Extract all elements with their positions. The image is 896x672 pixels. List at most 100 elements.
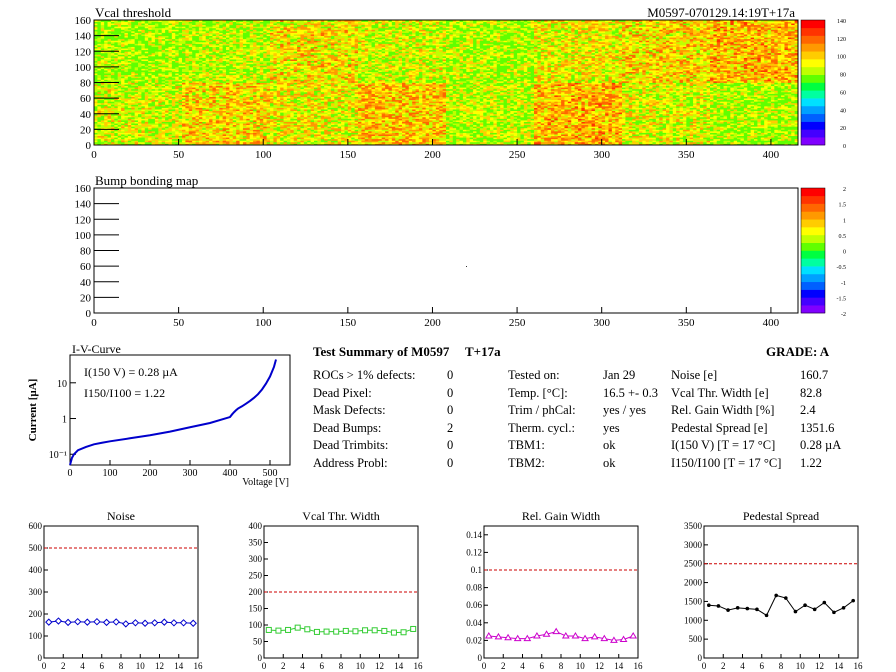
map-cell xyxy=(696,121,701,124)
map-cell xyxy=(659,134,664,137)
map-cell xyxy=(124,118,129,121)
map-cell xyxy=(286,134,291,137)
map-cell xyxy=(94,130,98,133)
map-cell xyxy=(141,120,146,122)
map-cell xyxy=(740,115,745,118)
map-cell xyxy=(215,141,220,144)
map-cell xyxy=(757,135,762,138)
map-cell xyxy=(124,116,129,119)
map-cell xyxy=(764,127,768,130)
map-cell xyxy=(764,110,768,113)
map-cell xyxy=(412,123,416,126)
map-cell xyxy=(330,116,335,119)
map-cell xyxy=(117,127,122,130)
map-cell xyxy=(716,109,721,112)
map-cell xyxy=(506,138,511,141)
map-cell xyxy=(452,130,457,133)
map-cell xyxy=(107,137,112,140)
map-cell xyxy=(256,123,261,126)
map-cell xyxy=(622,121,626,124)
map-cell xyxy=(750,116,755,119)
map-cell xyxy=(412,113,416,116)
map-cell xyxy=(544,130,548,133)
map-cell xyxy=(432,118,437,121)
map-cell xyxy=(158,141,163,144)
map-cell xyxy=(442,109,447,112)
map-cell xyxy=(192,107,196,110)
map-cell xyxy=(713,113,718,116)
map-cell xyxy=(300,129,305,132)
map-cell xyxy=(219,124,224,127)
map-cell xyxy=(249,127,254,130)
map-cell xyxy=(605,138,609,141)
map-cell xyxy=(242,115,247,118)
map-cell xyxy=(490,141,494,144)
map-cell xyxy=(395,120,400,122)
map-cell xyxy=(134,134,139,137)
map-cell xyxy=(246,141,251,144)
map-cell xyxy=(212,129,217,132)
map-cell xyxy=(351,107,356,110)
map-cell xyxy=(513,121,518,124)
map-cell xyxy=(760,116,765,119)
map-cell xyxy=(754,113,758,116)
map-cell xyxy=(185,107,190,110)
map-cell xyxy=(412,134,416,137)
map-cell xyxy=(622,141,626,144)
map-cell xyxy=(94,105,98,108)
map-cell xyxy=(405,121,410,124)
map-cell xyxy=(168,138,173,141)
map-cell xyxy=(429,118,433,121)
map-cell xyxy=(259,137,264,140)
map-cell xyxy=(672,141,677,144)
map-cell xyxy=(385,118,389,121)
map-cell xyxy=(764,130,768,133)
map-cell xyxy=(381,112,386,115)
map-cell xyxy=(608,143,613,146)
map-cell xyxy=(632,138,636,141)
map-cell xyxy=(520,134,525,137)
map-cell xyxy=(500,113,504,116)
map-cell xyxy=(537,120,542,122)
map-cell xyxy=(513,123,518,126)
map-cell xyxy=(121,120,125,122)
map-cell xyxy=(337,107,342,110)
map-cell xyxy=(659,124,664,127)
map-cell xyxy=(584,115,589,118)
map-cell xyxy=(330,126,335,129)
map-cell xyxy=(215,109,220,112)
map-cell xyxy=(791,113,796,116)
map-cell xyxy=(618,134,623,137)
map-cell xyxy=(557,143,562,146)
map-cell xyxy=(361,123,366,126)
map-cell xyxy=(222,134,227,137)
map-cell xyxy=(188,138,193,141)
map-cell xyxy=(310,109,315,112)
map-cell xyxy=(202,116,207,119)
map-cell xyxy=(432,134,437,137)
map-cell xyxy=(246,113,251,116)
map-cell xyxy=(584,143,589,146)
map-cell xyxy=(202,143,207,146)
map-cell xyxy=(408,118,413,121)
map-cell xyxy=(127,126,132,129)
map-cell xyxy=(662,134,667,137)
map-cell xyxy=(405,129,410,132)
map-cell xyxy=(310,112,315,115)
map-cell xyxy=(317,112,322,115)
map-cell xyxy=(571,113,576,116)
map-cell xyxy=(517,141,521,144)
map-cell xyxy=(547,110,552,113)
map-cell xyxy=(496,141,501,144)
map-cell xyxy=(682,130,687,133)
map-cell xyxy=(242,138,247,141)
map-cell xyxy=(737,115,741,118)
map-cell xyxy=(222,123,227,126)
map-cell xyxy=(733,110,738,113)
map-cell xyxy=(757,123,762,126)
map-cell xyxy=(317,129,322,132)
map-cell xyxy=(452,129,457,132)
map-cell xyxy=(767,112,772,115)
map-cell xyxy=(107,124,112,127)
map-cell xyxy=(456,109,460,112)
